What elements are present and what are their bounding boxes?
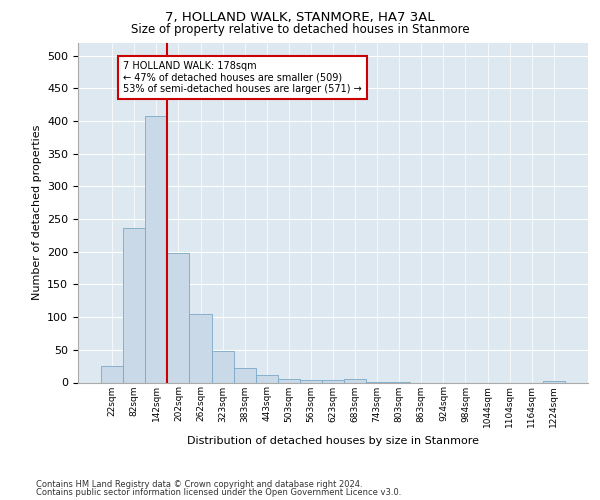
Bar bbox=[322, 380, 344, 382]
Y-axis label: Number of detached properties: Number of detached properties bbox=[32, 125, 41, 300]
Bar bbox=[344, 379, 366, 382]
X-axis label: Distribution of detached houses by size in Stanmore: Distribution of detached houses by size … bbox=[187, 436, 479, 446]
Bar bbox=[167, 253, 190, 382]
Bar bbox=[233, 368, 256, 382]
Bar bbox=[278, 378, 300, 382]
Bar bbox=[190, 314, 212, 382]
Bar bbox=[123, 228, 145, 382]
Bar bbox=[212, 351, 233, 382]
Bar bbox=[145, 116, 167, 382]
Text: 7, HOLLAND WALK, STANMORE, HA7 3AL: 7, HOLLAND WALK, STANMORE, HA7 3AL bbox=[165, 12, 435, 24]
Text: 7 HOLLAND WALK: 178sqm
← 47% of detached houses are smaller (509)
53% of semi-de: 7 HOLLAND WALK: 178sqm ← 47% of detached… bbox=[123, 61, 362, 94]
Bar bbox=[543, 380, 565, 382]
Bar bbox=[256, 376, 278, 382]
Text: Contains HM Land Registry data © Crown copyright and database right 2024.: Contains HM Land Registry data © Crown c… bbox=[36, 480, 362, 489]
Bar bbox=[101, 366, 123, 382]
Bar bbox=[300, 380, 322, 382]
Text: Size of property relative to detached houses in Stanmore: Size of property relative to detached ho… bbox=[131, 22, 469, 36]
Text: Contains public sector information licensed under the Open Government Licence v3: Contains public sector information licen… bbox=[36, 488, 401, 497]
